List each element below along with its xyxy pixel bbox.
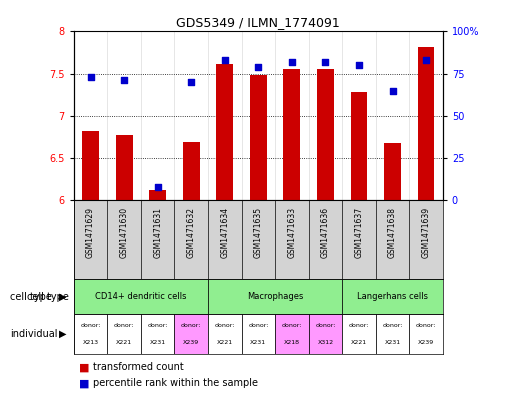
Text: GSM1471638: GSM1471638 (388, 207, 397, 258)
Bar (342, 314, 376, 354)
Text: X312: X312 (317, 340, 333, 345)
Text: ■: ■ (79, 378, 90, 388)
Text: donor:: donor: (148, 323, 168, 328)
Bar (74, 279, 208, 314)
Bar (250, 75, 267, 200)
Text: GSM1471629: GSM1471629 (86, 207, 95, 258)
Bar (74, 314, 107, 354)
Text: donor:: donor: (80, 323, 101, 328)
Point (388, 87, 397, 94)
Text: X221: X221 (351, 340, 367, 345)
Text: GSM1471637: GSM1471637 (354, 207, 363, 258)
Text: donor:: donor: (382, 323, 403, 328)
Bar (418, 47, 435, 200)
Text: X221: X221 (217, 340, 233, 345)
Bar (317, 70, 334, 200)
Point (288, 59, 296, 65)
Text: GSM1471639: GSM1471639 (421, 207, 431, 258)
Point (321, 59, 329, 65)
Text: donor:: donor: (248, 323, 269, 328)
Point (87, 74, 95, 80)
Text: GSM1471634: GSM1471634 (220, 207, 229, 258)
Bar (149, 190, 166, 200)
Text: ▶: ▶ (59, 329, 66, 339)
Bar (376, 314, 409, 354)
Text: GSM1471633: GSM1471633 (288, 207, 296, 258)
Text: X221: X221 (116, 340, 132, 345)
Text: donor:: donor: (114, 323, 134, 328)
Title: GDS5349 / ILMN_1774091: GDS5349 / ILMN_1774091 (177, 16, 340, 29)
Text: donor:: donor: (416, 323, 436, 328)
Point (422, 57, 430, 63)
Point (120, 77, 128, 84)
Text: X239: X239 (418, 340, 434, 345)
Text: donor:: donor: (281, 323, 302, 328)
Text: X231: X231 (384, 340, 401, 345)
Point (221, 57, 229, 63)
Bar (116, 134, 132, 200)
Text: transformed count: transformed count (93, 362, 184, 373)
Text: Macrophages: Macrophages (247, 292, 303, 301)
Text: donor:: donor: (315, 323, 335, 328)
Bar (342, 279, 443, 314)
Bar (242, 314, 275, 354)
Bar (82, 131, 99, 200)
Text: donor:: donor: (181, 323, 202, 328)
Bar (216, 64, 233, 200)
Text: ■: ■ (79, 362, 90, 373)
Text: Langerhans cells: Langerhans cells (357, 292, 428, 301)
Bar (107, 314, 141, 354)
Point (154, 184, 162, 190)
Text: X213: X213 (82, 340, 99, 345)
Bar (175, 314, 208, 354)
Bar (284, 70, 300, 200)
Text: GSM1471632: GSM1471632 (187, 207, 196, 258)
Bar (208, 314, 242, 354)
Text: donor:: donor: (349, 323, 369, 328)
Text: cell type: cell type (10, 292, 52, 302)
Bar (409, 314, 443, 354)
Point (355, 62, 363, 68)
Text: GSM1471631: GSM1471631 (153, 207, 162, 258)
Text: X218: X218 (284, 340, 300, 345)
Bar (141, 314, 175, 354)
Bar (275, 314, 308, 354)
Point (254, 64, 262, 70)
Text: CD14+ dendritic cells: CD14+ dendritic cells (95, 292, 187, 301)
Bar (183, 142, 200, 200)
Text: X231: X231 (150, 340, 166, 345)
Text: individual: individual (10, 329, 58, 339)
Text: cell type: cell type (27, 292, 69, 302)
Bar (384, 143, 401, 200)
Text: GSM1471630: GSM1471630 (120, 207, 129, 258)
Text: X239: X239 (183, 340, 200, 345)
Text: GSM1471636: GSM1471636 (321, 207, 330, 258)
Text: ▶: ▶ (59, 292, 66, 302)
Text: GSM1471635: GSM1471635 (254, 207, 263, 258)
Text: percentile rank within the sample: percentile rank within the sample (93, 378, 258, 388)
Bar (351, 92, 367, 200)
Text: X231: X231 (250, 340, 266, 345)
Bar (308, 314, 342, 354)
Bar (208, 279, 342, 314)
Point (187, 79, 195, 85)
Text: donor:: donor: (215, 323, 235, 328)
